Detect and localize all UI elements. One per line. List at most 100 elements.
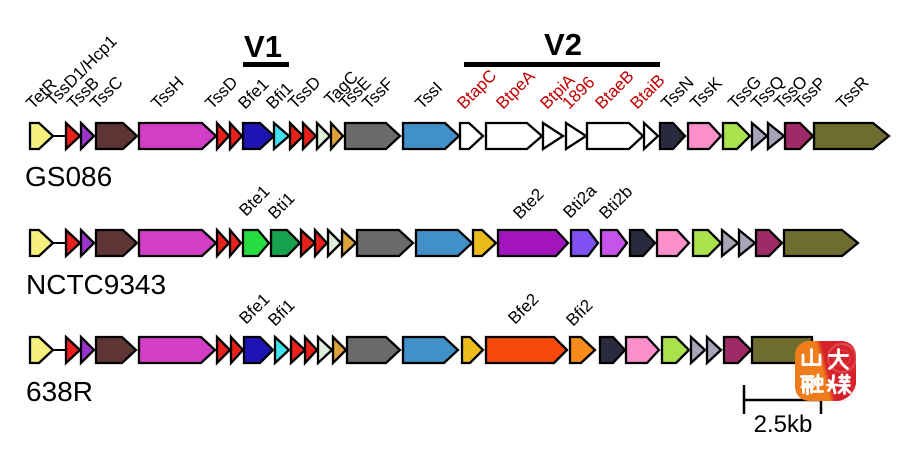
gene-arrow-gs086-tetr <box>28 121 55 151</box>
gene-arrow-gs086-tsse <box>329 120 345 152</box>
gene-arrow-gs086-tssf <box>343 121 402 151</box>
gene-arrow-gs086-tssc <box>94 121 139 151</box>
gene-arrow-nctc9343-bti2b <box>599 228 629 258</box>
gene-arrow-gs086-1896 <box>564 120 589 152</box>
watermark-char-3 <box>800 373 824 396</box>
gene-arrow-nctc9343-bti1 <box>269 228 302 258</box>
gene-arrow-nctc9343-unnamed-22 <box>720 227 740 259</box>
gene-arrow-gs086-bfi1 <box>272 120 291 152</box>
gene-arrow-nctc9343-unnamed-13 <box>355 228 415 258</box>
gene-arrow-638r-unnamed-21 <box>689 334 707 366</box>
gene-arrow-638r-unnamed-2 <box>79 334 96 366</box>
gene-arrow-638r-unnamed-5 <box>215 334 232 366</box>
watermark-char-4 <box>826 373 852 395</box>
gene-arrow-nctc9343-unnamed-10 <box>313 227 329 259</box>
gene-arrow-nctc9343-unnamed-12 <box>340 227 358 259</box>
gene-arrow-nctc9343-bti2a <box>569 228 600 258</box>
gene-arrow-gs086-tssd1-hcp1 <box>64 120 82 152</box>
gene-arrow-nctc9343-unnamed-25 <box>782 228 860 258</box>
gene-arrow-gs086-bfe1 <box>241 121 276 151</box>
gene-arrow-638r-unnamed-13 <box>345 335 402 365</box>
gene-arrow-gs086-btaib <box>642 120 660 152</box>
strain-label-638r: 638R <box>26 376 93 407</box>
gene-arrow-gs086-tssg <box>721 121 752 151</box>
gene-arrow-nctc9343-unnamed-5 <box>215 227 231 259</box>
gene-arrow-gs086-tssr <box>812 121 891 151</box>
gene-arrow-nctc9343-unnamed-21 <box>691 228 723 258</box>
watermark-char-stroke <box>801 378 814 386</box>
gene-arrow-638r-unnamed-15 <box>460 335 485 365</box>
strain-label-nctc9343: NCTC9343 <box>26 269 166 300</box>
gene-arrow-638r-unnamed-20 <box>660 335 691 365</box>
variant-underline-v1 <box>243 62 289 67</box>
gene-arrow-gs086-btapc <box>458 121 485 151</box>
gene-arrow-nctc9343-unnamed-4 <box>137 228 218 258</box>
watermark-char-stroke <box>837 354 849 370</box>
gene-arrow-638r-unnamed-10 <box>303 334 319 366</box>
watermark-page-curl <box>839 384 856 401</box>
watermark-logo <box>795 341 856 401</box>
gene-arrow-638r-unnamed-3 <box>94 335 138 365</box>
gene-arrow-638r-unnamed-14 <box>401 335 460 365</box>
gene-arrow-gs086-btpea <box>484 121 544 151</box>
gene-arrow-gs086-tssk <box>686 121 723 151</box>
watermark-char-2 <box>828 348 849 370</box>
gene-arrow-638r-unnamed-4 <box>137 335 217 365</box>
gene-arrow-638r-unnamed-11 <box>316 334 334 366</box>
gene-arrow-nctc9343-bte2 <box>496 228 570 258</box>
variant-header-v1: V1 <box>243 29 289 67</box>
gene-arrow-638r-bfi1 <box>273 334 291 366</box>
gene-arrow-gs086-tssb <box>79 120 96 152</box>
variant-title-v1: V1 <box>244 29 282 64</box>
gene-arrow-nctc9343-unnamed-19 <box>628 228 657 258</box>
gene-arrow-nctc9343-unnamed-3 <box>94 228 139 258</box>
watermark-seal-circle-inner <box>833 349 851 367</box>
gene-arrow-nctc9343-unnamed-2 <box>79 227 96 259</box>
gene-arrow-nctc9343-unnamed-9 <box>299 227 317 259</box>
gene-arrow-gs086-tssp <box>783 121 815 151</box>
gene-arrow-638r-unnamed-19 <box>624 335 661 365</box>
gene-arrow-nctc9343-unnamed-14 <box>414 228 474 258</box>
gene-arrow-gs086-tssd <box>215 120 231 152</box>
gene-arrow-nctc9343-unnamed-20 <box>655 228 691 258</box>
watermark-char-1 <box>801 348 822 366</box>
gene-arrow-638r-unnamed-18 <box>598 335 627 365</box>
gene-arrow-638r-bfi2 <box>568 335 597 365</box>
gene-arrow-gs086-tssq <box>750 120 769 152</box>
gene-arrow-gs086-tssh <box>137 121 218 151</box>
gene-arrow-gs086-tagc <box>315 120 332 152</box>
gene-arrow-nctc9343-unnamed-6 <box>228 226 243 260</box>
variant-header-v2: V2 <box>464 27 660 67</box>
gene-arrow-638r-bfe2 <box>484 335 569 365</box>
gene-arrow-nctc9343-unnamed-23 <box>737 227 757 259</box>
gene-arrow-gs086-btpia <box>541 120 566 152</box>
gene-arrow-638r-bfe1 <box>242 335 275 365</box>
gene-arrow-638r-unnamed-0 <box>28 335 55 365</box>
variant-underline-v2 <box>464 62 660 67</box>
gene-arrow-nctc9343-unnamed-1 <box>64 227 82 259</box>
gene-arrow-gs086-tsso <box>766 120 786 152</box>
gene-arrow-gs086-tssd <box>288 120 305 152</box>
gene-arrow-gs086-unnamed-10 <box>301 120 318 152</box>
gene-arrow-nctc9343-unnamed-24 <box>754 228 784 258</box>
gene-arrow-638r-unnamed-6 <box>229 334 245 366</box>
watermark-seal-circle <box>827 343 856 373</box>
gene-arrow-638r-unnamed-1 <box>64 334 82 366</box>
gene-arrow-nctc9343-unnamed-0 <box>28 228 55 258</box>
gene-arrow-gs086-btaeb <box>585 121 645 151</box>
variant-title-v2: V2 <box>544 27 582 62</box>
gene-arrow-nctc9343-unnamed-11 <box>326 227 343 259</box>
gene-arrow-gs086-unnamed-6 <box>228 120 244 152</box>
gene-arrow-638r-unnamed-9 <box>289 334 307 366</box>
strain-label-gs086: GS086 <box>25 161 112 192</box>
gene-arrow-638r-unnamed-23 <box>722 335 753 365</box>
gene-arrow-638r-unnamed-12 <box>331 334 348 366</box>
gene-arrow-638r-unnamed-22 <box>705 334 723 366</box>
gene-arrow-gs086-tssn <box>658 121 687 151</box>
gene-arrow-nctc9343-bte1 <box>241 228 271 258</box>
watermark-char-stroke <box>813 377 824 386</box>
scale-bar-label: 2.5kb <box>754 411 813 438</box>
